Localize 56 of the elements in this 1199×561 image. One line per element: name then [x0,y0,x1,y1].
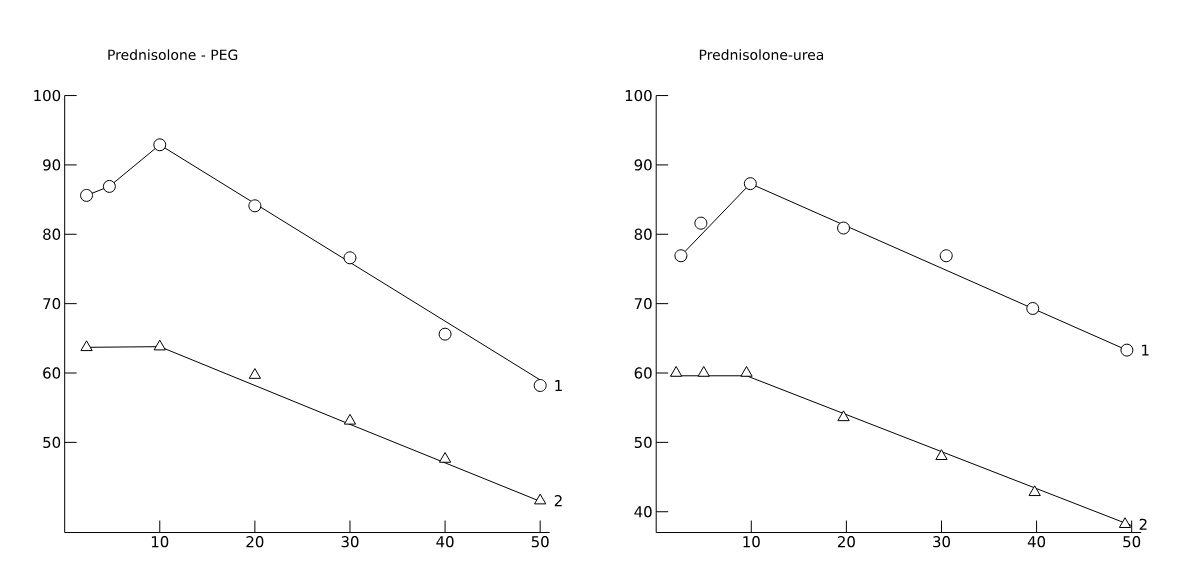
point [343,413,357,425]
point [438,327,452,341]
point [694,216,708,230]
point [533,378,547,392]
y-tick-label: 60 [43,367,61,379]
x-tick-label: 50 [531,536,549,548]
point [153,339,166,351]
y-tick-label: 50 [634,436,652,449]
point [740,366,753,377]
point [102,179,116,193]
point [1120,343,1134,357]
point [343,251,357,265]
x-tick-label: 10 [743,536,760,548]
y-tick-label: 80 [43,228,61,240]
y-tick-label: 100 [34,89,61,102]
point [80,188,94,202]
y-tick-label: 80 [634,228,652,240]
x-tick-label: 20 [246,536,264,548]
point [1026,302,1040,315]
y-tick-label: 100 [625,89,652,102]
x-tick-label: 50 [1123,536,1141,548]
chart-title: Prednisolone-urea [699,49,824,61]
point [438,452,452,463]
series-label: 2 [554,495,562,507]
point [1028,485,1041,497]
x-tick-label: 30 [341,536,359,548]
series-label: 1 [1142,344,1149,356]
x-tick-label: 30 [933,536,950,548]
x-tick-label: 40 [436,536,454,548]
y-tick-label: 50 [43,436,61,449]
x-tick-label: 40 [1027,536,1046,548]
y-tick-label: 90 [43,159,61,171]
point [837,221,851,235]
x-tick-label: 10 [151,536,169,548]
x-tick-label: 20 [837,536,855,548]
point [743,177,757,191]
point [80,340,93,352]
point [935,449,948,460]
series-label: 2 [1139,518,1147,530]
y-tick-label: 70 [43,297,61,310]
point [1118,517,1132,528]
point [697,366,710,377]
y-tick-label: 40 [634,506,652,518]
point [939,249,953,263]
point [248,199,262,213]
y-tick-label: 70 [634,297,652,310]
series-label: 1 [555,380,562,391]
point [534,493,547,505]
y-tick-label: 90 [634,159,652,171]
point [837,410,850,422]
point [670,366,683,377]
y-tick-label: 60 [634,367,652,379]
point [153,138,167,152]
point [674,249,688,263]
chart-title: Prednisolone - PEG [108,49,238,61]
point [248,368,261,379]
